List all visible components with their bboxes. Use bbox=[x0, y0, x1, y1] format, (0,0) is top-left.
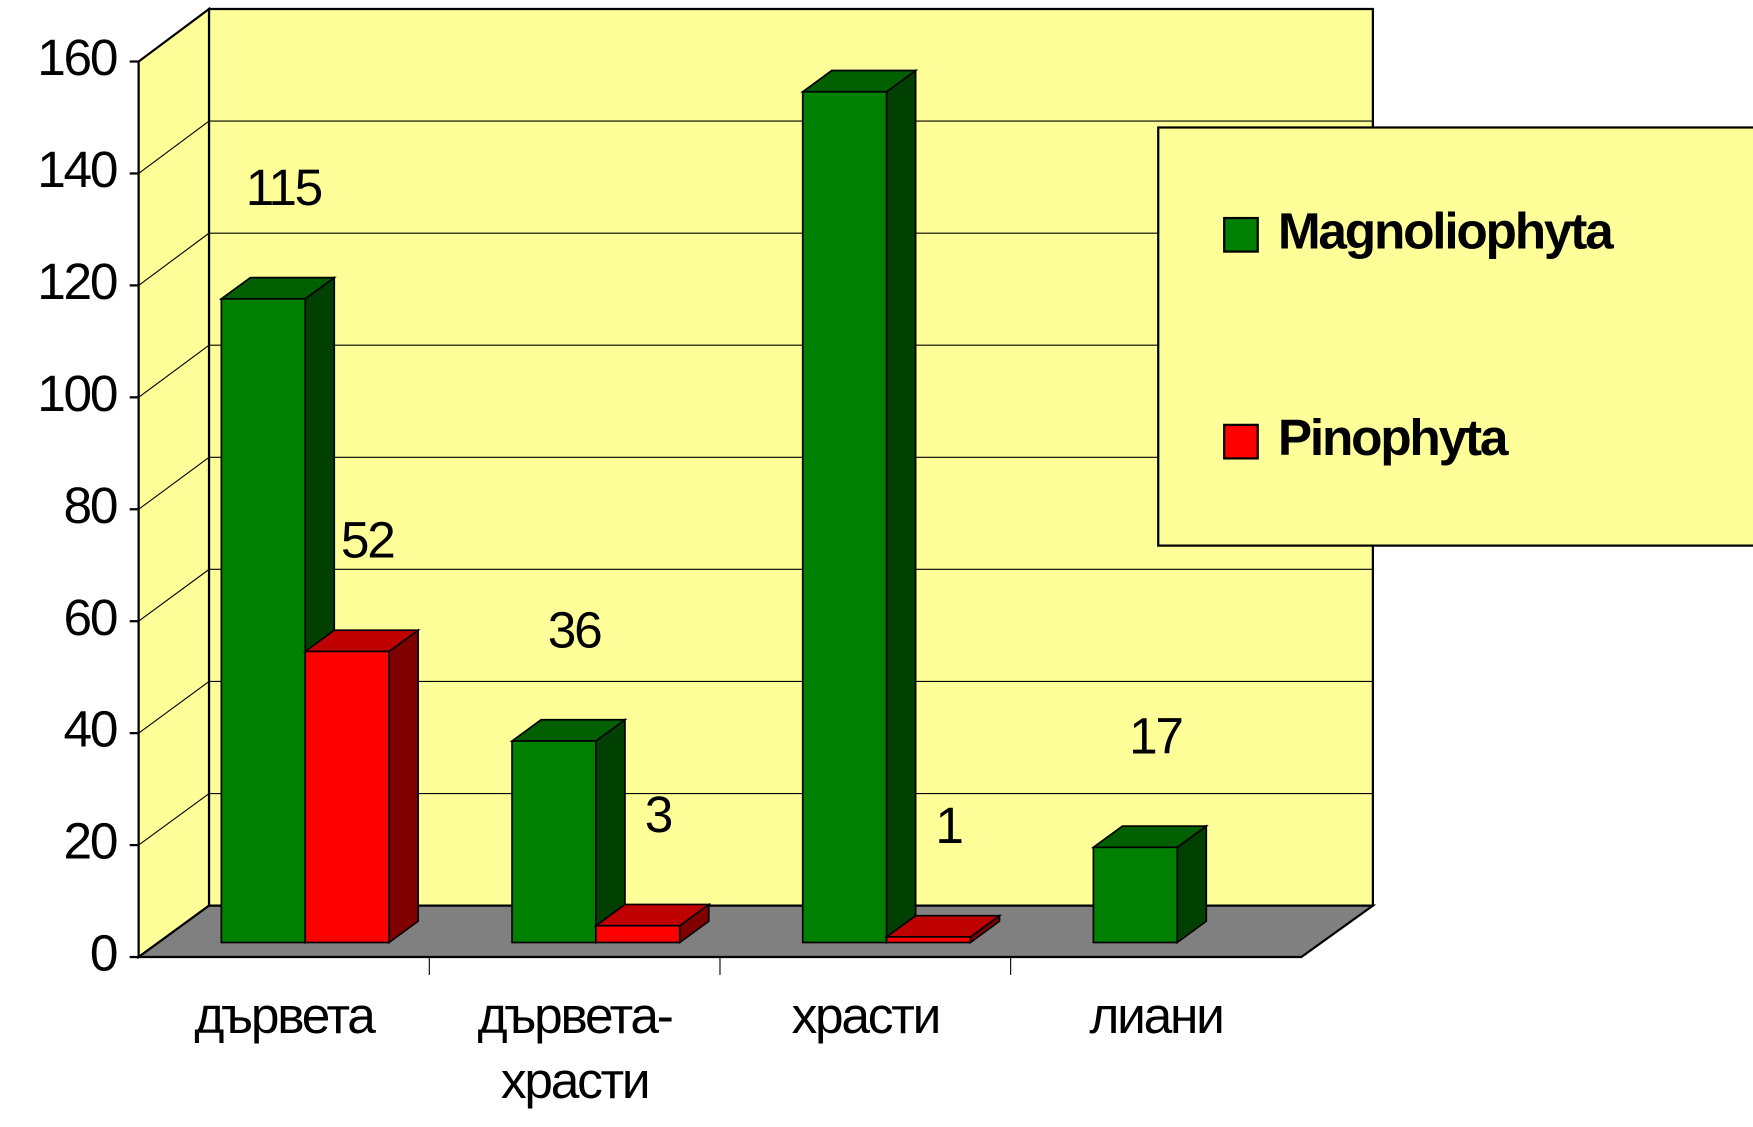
legend-swatch bbox=[1223, 423, 1259, 460]
bar-side bbox=[388, 628, 419, 945]
y-tick-label: 100 bbox=[37, 364, 117, 422]
bar bbox=[883, 914, 1003, 945]
grid-line bbox=[138, 793, 210, 846]
x-tick-label: дървета bbox=[194, 986, 375, 1045]
floor bbox=[135, 904, 1377, 959]
bar-front bbox=[595, 924, 681, 944]
grid-line bbox=[138, 680, 210, 734]
legend-swatch bbox=[1223, 216, 1259, 253]
grid-line bbox=[138, 456, 210, 510]
data-label: 36 bbox=[548, 600, 601, 658]
x-tick-label-box: лиани bbox=[1089, 986, 1225, 1045]
grid-line bbox=[138, 120, 210, 174]
x-tick-label: лиани bbox=[1089, 986, 1225, 1045]
data-label: 52 bbox=[341, 511, 394, 569]
y-tick-label: 140 bbox=[37, 140, 117, 198]
data-label: 115 bbox=[246, 158, 322, 216]
y-tick-label: 160 bbox=[37, 28, 117, 86]
bar bbox=[800, 68, 919, 945]
y-tick-label: 60 bbox=[64, 588, 117, 646]
y-tick-label: 0 bbox=[90, 924, 117, 982]
y-tick-label: 80 bbox=[64, 476, 117, 534]
x-tick-label-box: храсти bbox=[791, 986, 942, 1045]
bar-side bbox=[885, 68, 917, 945]
bar bbox=[218, 275, 337, 945]
bar-front bbox=[511, 740, 597, 944]
bar-front bbox=[1092, 846, 1179, 944]
bar bbox=[302, 628, 421, 945]
bar-front bbox=[304, 650, 390, 944]
bar-front bbox=[885, 936, 972, 944]
data-label: 1 bbox=[935, 796, 962, 854]
bar bbox=[1090, 824, 1209, 945]
x-tick-label: храсти bbox=[791, 986, 942, 1045]
data-label: 152 bbox=[825, 0, 904, 9]
bars: 115 52 36 3 152 1 17 bbox=[218, 0, 1209, 945]
data-label: 3 bbox=[645, 785, 672, 843]
bar bbox=[509, 718, 628, 945]
bar-front bbox=[801, 90, 888, 944]
legend-label: Magnoliophyta bbox=[1278, 201, 1614, 259]
y-tick-label: 20 bbox=[64, 812, 117, 870]
legend-label: Pinophyta bbox=[1278, 408, 1509, 466]
data-label: 17 bbox=[1129, 707, 1182, 765]
x-tick-label-box: дървета-храсти bbox=[477, 986, 674, 1109]
x-tick-label: дървета-храсти bbox=[477, 986, 674, 1109]
grid-line bbox=[138, 344, 210, 398]
bar-front bbox=[220, 298, 307, 944]
legend-box bbox=[1157, 126, 1753, 547]
y-tick-label: 40 bbox=[64, 700, 117, 758]
y-tick-label: 120 bbox=[37, 252, 117, 310]
x-tick-label-box: дървета bbox=[194, 986, 375, 1045]
bar bbox=[593, 902, 712, 945]
grid-line bbox=[138, 568, 210, 622]
legend: Magnoliophyta Pinophyta bbox=[1157, 126, 1753, 547]
grid-line bbox=[138, 232, 210, 286]
